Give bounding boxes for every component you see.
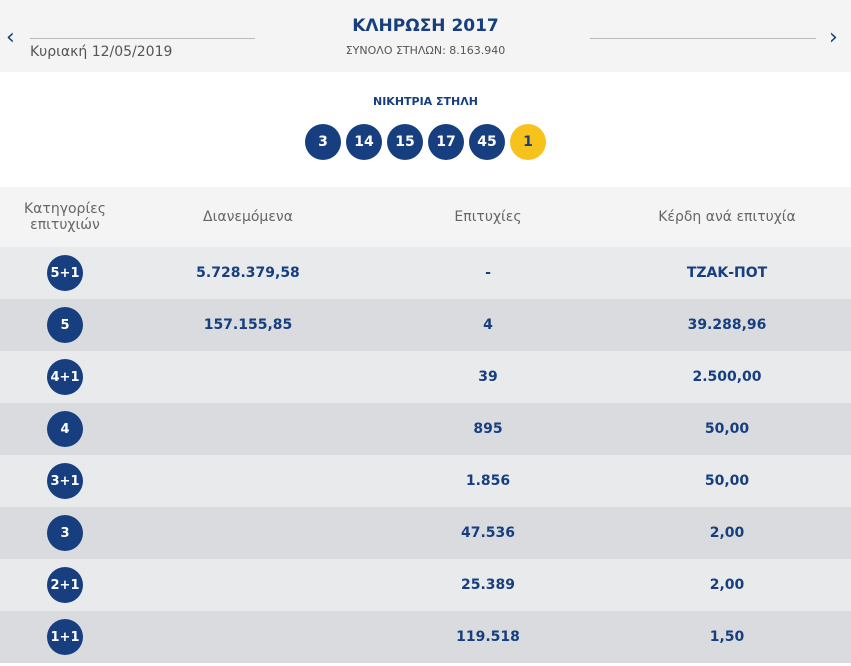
prize-cell: 2,00: [709, 577, 745, 593]
divider: [30, 38, 255, 39]
prize-cell: 50,00: [704, 421, 750, 437]
category-badge: 5: [47, 307, 83, 343]
draw-date: Κυριακή 12/05/2019: [30, 44, 173, 60]
winners-cell: 119.518: [456, 629, 520, 645]
winning-number: 17: [428, 124, 464, 160]
winning-number: 3: [305, 124, 341, 160]
prev-arrow[interactable]: ‹: [6, 25, 15, 50]
column-header: Επιτυχίες: [454, 209, 522, 225]
category-cell: 4: [10, 403, 120, 455]
total-columns: ΣΥΝΟΛΟ ΣΤΗΛΩΝ: 8.163.940: [345, 44, 506, 57]
prize-cell: 1,50: [709, 629, 745, 645]
draw-title: ΚΛΗΡΩΣΗ 2017: [352, 16, 499, 36]
category-cell: 5: [10, 299, 120, 351]
divider: [590, 38, 816, 39]
category-badge: 4: [47, 411, 83, 447]
prize-cell: 2,00: [709, 525, 745, 541]
category-cell: 5+1: [10, 247, 120, 299]
category-badge: 5+1: [47, 255, 83, 291]
winners-cell: 1.856: [465, 473, 511, 489]
prize-cell: 50,00: [704, 473, 750, 489]
next-arrow[interactable]: ›: [829, 25, 838, 50]
category-cell: 3+1: [10, 455, 120, 507]
category-badge: 4+1: [47, 359, 83, 395]
column-header: Κατηγορίες επιτυχιών: [24, 201, 106, 233]
column-header: Κέρδη ανά επιτυχία: [658, 209, 796, 225]
table-row: 2+1 25.389 2,00: [0, 559, 851, 611]
prize-cell: ΤΖΑΚ-ΠΟΤ: [686, 265, 768, 281]
table-row: 3+1 1.856 50,00: [0, 455, 851, 507]
prize-cell: 2.500,00: [692, 369, 762, 385]
category-badge: 3: [47, 515, 83, 551]
category-badge: 2+1: [47, 567, 83, 603]
category-cell: 3: [10, 507, 120, 559]
category-cell: 1+1: [10, 611, 120, 663]
winning-number: 45: [469, 124, 505, 160]
table-row: 3 47.536 2,00: [0, 507, 851, 559]
winning-label: ΝΙΚΗΤΡΙΑ ΣΤΗΛΗ: [373, 95, 478, 108]
category-cell: 2+1: [10, 559, 120, 611]
winners-cell: 4: [483, 317, 493, 333]
winners-cell: -: [485, 265, 491, 281]
winning-number: 14: [346, 124, 382, 160]
distributed-cell: 5.728.379,58: [196, 265, 300, 281]
category-cell: 4+1: [10, 351, 120, 403]
table-row: 5 157.155,85 4 39.288,96: [0, 299, 851, 351]
table-row: 4 895 50,00: [0, 403, 851, 455]
winners-cell: 895: [473, 421, 503, 437]
column-header: Διανεμόμενα: [203, 209, 293, 225]
distributed-cell: 157.155,85: [203, 317, 293, 333]
header-bar: [0, 0, 851, 72]
prize-cell: 39.288,96: [687, 317, 767, 333]
winning-number: 15: [387, 124, 423, 160]
winners-cell: 47.536: [460, 525, 516, 541]
table-row: 1+1 119.518 1,50: [0, 611, 851, 663]
winners-cell: 39: [478, 369, 498, 385]
category-badge: 3+1: [47, 463, 83, 499]
table-row: 5+1 5.728.379,58 - ΤΖΑΚ-ΠΟΤ: [0, 247, 851, 299]
winners-cell: 25.389: [460, 577, 516, 593]
table-row: 4+1 39 2.500,00: [0, 351, 851, 403]
table-header: Κατηγορίες επιτυχιών Διανεμόμενα Επιτυχίες…: [0, 187, 851, 247]
category-badge: 1+1: [47, 619, 83, 655]
bonus-number: 1: [510, 124, 546, 160]
